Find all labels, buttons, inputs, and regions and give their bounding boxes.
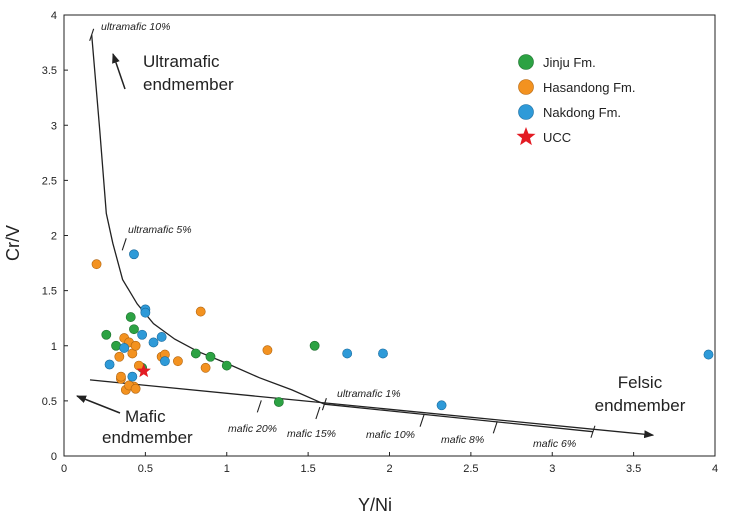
y-tick-label: 0.5 <box>42 396 57 408</box>
data-point <box>273 397 284 407</box>
mafic-endmember-label-line1: Mafic <box>125 407 166 426</box>
label-mafic-15: mafic 15% <box>287 428 336 440</box>
y-tick-label: 2 <box>51 231 57 243</box>
data-point <box>342 348 353 359</box>
data-point <box>148 337 159 348</box>
curve-tick-mark <box>321 398 327 411</box>
data-point <box>436 400 447 411</box>
data-point <box>378 348 388 359</box>
data-point <box>125 312 136 322</box>
data-point <box>130 340 141 351</box>
data-point <box>111 340 121 351</box>
label-mafic-6: mafic 6% <box>533 438 576 450</box>
data-point <box>190 348 201 359</box>
data-point <box>137 329 148 340</box>
data-point <box>156 332 167 342</box>
data-point <box>140 307 151 318</box>
y-axis-title: Cr/V <box>3 225 23 261</box>
data-point <box>262 345 273 356</box>
mixing-curves <box>89 28 655 439</box>
ultramafic-endmember-label-line1: Ultramafic <box>143 52 220 71</box>
data-point <box>221 360 232 371</box>
label-mafic-8: mafic 8% <box>441 434 484 446</box>
data-point <box>205 351 216 362</box>
curve-tick-mark <box>492 421 498 434</box>
legend: Jinju Fm. Hasandong Fm. Nakdong Fm. UCC <box>516 54 636 146</box>
x-tick-label: 0.5 <box>138 463 153 475</box>
data-point <box>114 351 125 362</box>
x-tick-label: 3 <box>549 463 555 475</box>
y-tick-label: 4 <box>51 10 57 22</box>
legend-label-ucc: UCC <box>543 130 571 145</box>
felsic-endmember-label-line2: endmember <box>595 396 686 415</box>
curve-tick-mark <box>256 400 262 413</box>
curve-tick-mark <box>315 406 321 420</box>
data-point <box>127 371 138 382</box>
mixing-curve <box>91 34 325 405</box>
mixing-curve <box>89 379 655 439</box>
label-mafic-10: mafic 10% <box>366 429 415 441</box>
x-tick-label: 1 <box>224 463 230 475</box>
y-tick-label: 2.5 <box>42 175 57 187</box>
x-tick-label: 2 <box>386 463 392 475</box>
mafic-endmember-label-line2: endmember <box>102 428 193 447</box>
legend-label-jinju: Jinju Fm. <box>543 55 596 70</box>
x-tick-label: 3.5 <box>626 463 641 475</box>
data-points <box>91 249 714 411</box>
y-tick-label: 1 <box>51 341 57 353</box>
data-point <box>173 356 183 367</box>
mixing-curve <box>324 403 593 433</box>
x-tick-label: 0 <box>61 463 67 475</box>
data-point <box>130 383 141 394</box>
axis-ticks: 0 0.5 1 1.5 2 2.5 3 3.5 4 0 0.5 1 1.5 2 2.5 3 3.5 4 <box>42 10 718 475</box>
data-point <box>129 324 139 335</box>
ucc-star-point <box>136 363 151 378</box>
legend-marker-nakdong <box>518 104 534 120</box>
x-tick-label: 4 <box>712 463 718 475</box>
ultramafic-endmember-label-line2: endmember <box>143 75 234 94</box>
ultramafic-endmember-arrow <box>112 53 126 90</box>
y-tick-label: 3 <box>51 120 57 132</box>
y-tick-label: 1.5 <box>42 286 57 298</box>
data-point <box>104 359 115 370</box>
x-axis-title: Y/Ni <box>358 495 392 515</box>
legend-marker-ucc <box>516 127 536 146</box>
data-point <box>129 249 139 260</box>
label-ultramafic-10: ultramafic 10% <box>101 21 170 33</box>
curve-tick-mark <box>121 238 127 251</box>
data-point <box>91 259 102 270</box>
label-ultramafic-1: ultramafic 1% <box>337 388 401 400</box>
data-point <box>101 329 112 340</box>
legend-label-nakdong: Nakdong Fm. <box>543 105 621 120</box>
data-point <box>119 343 130 353</box>
label-ultramafic-5: ultramafic 5% <box>128 224 192 236</box>
x-tick-label: 1.5 <box>300 463 315 475</box>
label-mafic-20: mafic 20% <box>228 423 277 435</box>
data-point <box>195 306 206 317</box>
data-point <box>703 349 714 360</box>
data-point <box>309 340 320 351</box>
y-tick-label: 3.5 <box>42 65 57 77</box>
curve-tick-mark <box>89 28 95 42</box>
legend-label-hasandong: Hasandong Fm. <box>543 80 636 95</box>
legend-marker-jinju <box>518 54 534 70</box>
felsic-endmember-label-line1: Felsic <box>618 373 663 392</box>
data-point <box>116 371 126 382</box>
mafic-endmember-arrow <box>76 395 121 414</box>
x-tick-label: 2.5 <box>463 463 478 475</box>
curve-tick-mark <box>419 414 425 427</box>
data-point <box>160 356 170 367</box>
data-point <box>200 362 211 373</box>
y-tick-label: 0 <box>51 451 57 463</box>
legend-marker-hasandong <box>518 79 534 95</box>
curve-tick-mark <box>590 425 596 438</box>
